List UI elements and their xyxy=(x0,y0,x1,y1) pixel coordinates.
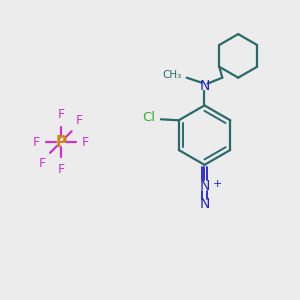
Text: +: + xyxy=(212,179,222,189)
Text: F: F xyxy=(76,114,83,127)
Text: F: F xyxy=(39,157,46,170)
Text: F: F xyxy=(33,136,40,148)
Text: CH₃: CH₃ xyxy=(163,70,182,80)
Text: N: N xyxy=(199,179,210,193)
Text: N: N xyxy=(199,196,210,211)
Text: Cl: Cl xyxy=(142,111,155,124)
Text: F: F xyxy=(82,136,89,148)
Text: F: F xyxy=(57,108,64,121)
Text: F: F xyxy=(57,163,64,176)
Text: P: P xyxy=(55,135,66,150)
Text: N: N xyxy=(199,79,210,93)
